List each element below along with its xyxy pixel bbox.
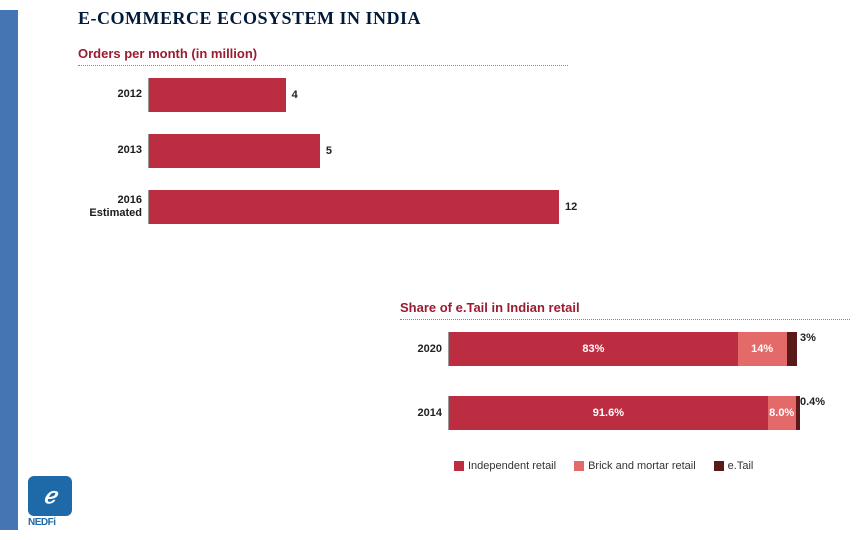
bar-label: 2016Estimated	[78, 194, 148, 220]
orders-chart: Orders per month (in million) 2012 4 2013 5…	[78, 46, 568, 246]
legend-swatch	[454, 461, 464, 471]
stacked-outside-label: 0.4%	[800, 396, 825, 408]
bar-fill	[149, 190, 559, 224]
logo-text: NEDFi	[28, 517, 82, 528]
share-chart-title: Share of e.Tail in Indian retail	[400, 300, 850, 315]
stacked-outside-label: 3%	[800, 332, 816, 344]
legend-item: Independent retail	[454, 460, 556, 472]
stacked-segment	[787, 332, 797, 366]
bar-value: 4	[292, 89, 298, 101]
orders-chart-title: Orders per month (in million)	[78, 46, 568, 61]
bar-value: 12	[565, 201, 577, 213]
stacked-segment	[796, 396, 800, 430]
share-chart-legend: Independent retail Brick and mortar retai…	[454, 460, 850, 472]
bar-fill	[149, 134, 320, 168]
bar-track: 12	[148, 190, 558, 224]
stacked-segment: 83%	[449, 332, 738, 366]
legend-label: Brick and mortar retail	[588, 460, 696, 472]
legend-item: Brick and mortar retail	[574, 460, 696, 472]
orders-chart-bars: 2012 4 2013 5 2016Estimated12	[78, 78, 568, 224]
logo: ℯ NEDFi	[28, 476, 82, 530]
stacked-row: 202083%14% 3%	[400, 332, 850, 366]
bar-label: 2012	[78, 88, 148, 101]
stacked-track: 83%14%	[448, 332, 796, 366]
logo-icon: ℯ	[28, 476, 72, 516]
bar-track: 4	[148, 78, 558, 112]
legend-item: e.Tail	[714, 460, 754, 472]
bar-track: 5	[148, 134, 558, 168]
bar-fill	[149, 78, 286, 112]
stacked-label: 2014	[400, 407, 448, 419]
stacked-label: 2020	[400, 343, 448, 355]
legend-label: Independent retail	[468, 460, 556, 472]
share-chart-rows: 202083%14% 3% 201491.6%8.0% 0.4%	[400, 332, 850, 430]
share-chart: Share of e.Tail in Indian retail 202083%…	[400, 300, 850, 472]
stacked-segment: 14%	[738, 332, 787, 366]
bar-label: 2013	[78, 144, 148, 157]
legend-swatch	[714, 461, 724, 471]
bar-row: 2013 5	[78, 134, 568, 168]
page-title: E-COMMERCE ECOSYSTEM IN INDIA	[78, 8, 421, 29]
stacked-segment: 8.0%	[768, 396, 796, 430]
stacked-track: 91.6%8.0%	[448, 396, 796, 430]
divider	[400, 319, 850, 320]
bar-value: 5	[326, 145, 332, 157]
bar-row: 2012 4	[78, 78, 568, 112]
stacked-row: 201491.6%8.0% 0.4%	[400, 396, 850, 430]
bar-row: 2016Estimated12	[78, 190, 568, 224]
legend-swatch	[574, 461, 584, 471]
divider	[78, 65, 568, 66]
legend-label: e.Tail	[728, 460, 754, 472]
left-accent-bar	[0, 10, 18, 530]
stacked-segment: 91.6%	[449, 396, 768, 430]
